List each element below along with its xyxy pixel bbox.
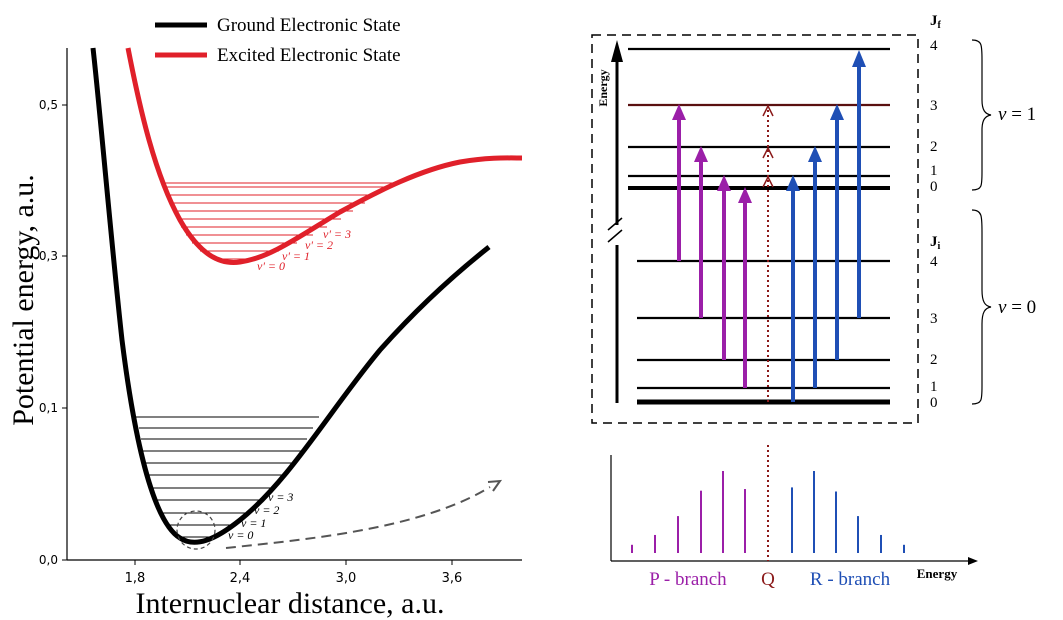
y-ticks: 0,0 0,1 0,3 0,5 xyxy=(39,98,67,567)
upper-levels xyxy=(628,47,890,190)
lower-j-value: 1 xyxy=(930,379,938,395)
excited-level-labels: v' = 0 v' = 1 v' = 2 v' = 3 xyxy=(257,227,351,273)
y-tick-label: 0,1 xyxy=(39,401,58,415)
r-branch-arrows xyxy=(786,50,866,402)
ground-level-label: v = 2 xyxy=(254,503,279,517)
legend: Ground Electronic State Excited Electron… xyxy=(155,15,401,66)
j-labels: Jf 4 3 2 1 0 Ji 4 3 2 1 0 xyxy=(930,13,942,411)
ground-level-label: v = 0 xyxy=(228,528,253,542)
ground-level-label: v = 1 xyxy=(241,516,266,530)
y-axis-title: Potential energy, a.u. xyxy=(7,174,40,426)
lower-j-value: 3 xyxy=(930,311,938,327)
q-label: Q xyxy=(761,569,775,590)
ground-state-curve xyxy=(90,47,491,545)
dashed-arrow-head xyxy=(487,479,503,492)
upper-j-value: 4 xyxy=(930,38,938,54)
jf-label: Jf xyxy=(930,13,942,31)
lower-j-value: 4 xyxy=(930,254,938,270)
y-tick-label: 0,3 xyxy=(39,249,58,263)
lower-levels xyxy=(637,259,890,405)
upper-brace xyxy=(971,39,992,191)
excited-level-label: v' = 2 xyxy=(305,238,333,252)
energy-axis-label: Energy xyxy=(596,69,610,106)
lower-j-value: 0 xyxy=(930,395,938,411)
x-tick-label: 3,0 xyxy=(336,571,357,586)
y-tick-label: 0,0 xyxy=(39,553,58,567)
zoom-highlight-circle xyxy=(176,510,216,550)
excited-level-label: v' = 3 xyxy=(323,227,351,241)
x-tick-label: 2,4 xyxy=(230,571,251,586)
y-tick-label: 0,5 xyxy=(39,98,58,112)
lower-band-label: v = 0 xyxy=(998,297,1036,318)
axis-break-mark xyxy=(607,217,623,231)
upper-band-label: v = 1 xyxy=(998,104,1036,125)
potential-plot: 0,0 0,1 0,3 0,5 1,8 2,4 3,0 3,6 Internuc… xyxy=(7,15,523,620)
axis-break-mark xyxy=(607,229,623,243)
dashed-arrow xyxy=(225,486,491,549)
spectrum-axis-arrowhead xyxy=(968,557,978,565)
upper-j-value: 3 xyxy=(930,98,938,114)
legend-label-excited: Excited Electronic State xyxy=(217,45,401,66)
upper-j-value: 0 xyxy=(930,179,938,195)
ji-label: Ji xyxy=(930,234,941,252)
p-branch-arrows xyxy=(672,104,752,388)
excited-level-label: v' = 1 xyxy=(282,249,310,263)
lower-brace xyxy=(971,209,992,405)
r-branch-label: R - branch xyxy=(810,569,891,590)
x-ticks: 1,8 2,4 3,0 3,6 xyxy=(125,560,463,586)
spectral-lines xyxy=(631,471,905,553)
x-tick-label: 3,6 xyxy=(442,571,463,586)
p-branch-label: P - branch xyxy=(649,569,727,590)
lower-j-value: 2 xyxy=(930,352,938,368)
upper-j-value: 1 xyxy=(930,163,938,179)
ground-level-labels: v = 0 v = 1 v = 2 v = 3 xyxy=(228,490,293,542)
spectrum: P - branch Q R - branch Energy xyxy=(610,445,978,590)
dashed-frame xyxy=(591,34,919,424)
energy-axis-arrowhead xyxy=(611,40,623,62)
x-axis-title: Internuclear distance, a.u. xyxy=(135,587,444,620)
q-branch-arrows xyxy=(762,104,774,402)
ground-level-label: v = 3 xyxy=(268,490,293,504)
excited-vib-levels xyxy=(163,182,398,260)
upper-j-value: 2 xyxy=(930,139,938,155)
ground-vib-levels xyxy=(136,416,319,538)
level-diagram: Energy xyxy=(591,13,1036,424)
x-tick-label: 1,8 xyxy=(125,571,146,586)
spectrum-energy-label: Energy xyxy=(917,566,958,581)
excited-state-curve xyxy=(125,47,523,265)
excited-level-label: v' = 0 xyxy=(257,259,285,273)
legend-label-ground: Ground Electronic State xyxy=(217,15,401,36)
